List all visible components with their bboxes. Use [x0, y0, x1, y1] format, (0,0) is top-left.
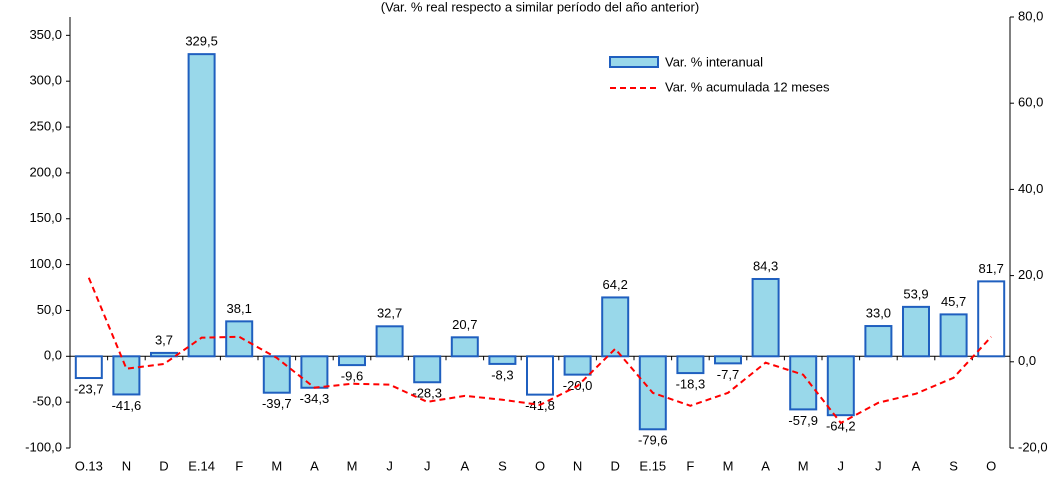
x-tick-label: M: [347, 458, 358, 473]
value-label: -7,7: [717, 367, 739, 382]
value-label: 53,9: [903, 286, 928, 301]
x-tick-label: J: [875, 458, 882, 473]
x-tick-label: N: [573, 458, 582, 473]
y2-tick-label: 60,0: [1018, 95, 1043, 110]
legend-swatch: [609, 56, 659, 68]
value-label: -41,6: [112, 398, 142, 413]
bar: [225, 320, 254, 358]
x-tick-label: A: [761, 458, 770, 473]
value-label: -64,2: [826, 419, 856, 434]
y-tick-label: 50,0: [37, 302, 62, 317]
x-tick-label: A: [460, 458, 469, 473]
bar: [375, 325, 404, 358]
bar: [939, 313, 968, 358]
y2-tick-label: 20,0: [1018, 267, 1043, 282]
x-tick-label: E.14: [188, 458, 215, 473]
bar: [714, 355, 742, 365]
value-label: 33,0: [866, 305, 891, 320]
x-tick-label: N: [122, 458, 131, 473]
y-tick-label: 100,0: [29, 256, 62, 271]
bar: [262, 355, 291, 394]
value-label: -9,6: [341, 369, 363, 384]
legend-label: Var. % acumulada 12 meses: [665, 79, 830, 94]
value-label: 38,1: [227, 301, 252, 316]
value-label: 3,7: [155, 332, 173, 347]
bar: [563, 355, 592, 376]
y2-tick-label: 80,0: [1018, 8, 1043, 23]
bar: [601, 296, 630, 358]
x-tick-label: J: [424, 458, 431, 473]
y-tick-label: 300,0: [29, 73, 62, 88]
bar: [450, 336, 479, 358]
x-tick-label: D: [611, 458, 620, 473]
line-series: [87, 277, 992, 425]
bar: [300, 355, 329, 389]
value-label: -18,3: [676, 377, 706, 392]
chart-subtitle: (Var. % real respecto a similar período …: [381, 0, 699, 14]
x-tick-label: J: [838, 458, 845, 473]
x-tick-label: M: [271, 458, 282, 473]
x-tick-label: A: [912, 458, 921, 473]
y-tick-label: 250,0: [29, 118, 62, 133]
value-label: 45,7: [941, 294, 966, 309]
bar: [413, 355, 442, 384]
bar: [864, 325, 893, 358]
x-tick-label: F: [235, 458, 243, 473]
x-tick-label: F: [686, 458, 694, 473]
bar: [488, 355, 517, 365]
y2-tick-label: -20,0: [1018, 439, 1048, 454]
bar: [187, 53, 216, 358]
bar: [826, 355, 855, 417]
value-label: 20,7: [452, 317, 477, 332]
x-tick-label: M: [723, 458, 734, 473]
bar: [789, 355, 818, 411]
value-label: 64,2: [603, 277, 628, 292]
bar: [526, 355, 554, 396]
x-tick-label: J: [386, 458, 393, 473]
bar: [74, 355, 103, 380]
value-label: -23,7: [74, 381, 104, 396]
value-label: 32,7: [377, 306, 402, 321]
y2-tick-label: 40,0: [1018, 181, 1043, 196]
value-label: 81,7: [979, 261, 1004, 276]
x-tick-label: S: [498, 458, 507, 473]
y-tick-label: 0,0: [44, 348, 62, 363]
value-label: 84,3: [753, 258, 778, 273]
value-label: -79,6: [638, 433, 668, 448]
value-label: -8,3: [491, 367, 513, 382]
bar: [902, 305, 930, 358]
y-tick-label: -100,0: [25, 439, 62, 454]
value-label: -39,7: [262, 396, 292, 411]
y-tick-label: 150,0: [29, 210, 62, 225]
x-tick-label: S: [949, 458, 958, 473]
value-label: -34,3: [300, 391, 330, 406]
bar: [150, 351, 178, 358]
x-tick-label: D: [159, 458, 168, 473]
x-tick-label: O.13: [75, 458, 103, 473]
y-tick-label: 350,0: [29, 27, 62, 42]
bar: [676, 355, 705, 375]
value-label: -28,3: [412, 386, 442, 401]
bar: [977, 280, 1006, 358]
y-tick-label: -50,0: [32, 394, 62, 409]
bar: [751, 277, 780, 358]
x-tick-label: O: [535, 458, 545, 473]
y-tick-label: 200,0: [29, 164, 62, 179]
legend-label: Var. % interanual: [665, 54, 763, 69]
x-tick-label: O: [986, 458, 996, 473]
x-tick-label: A: [310, 458, 319, 473]
x-tick-label: M: [798, 458, 809, 473]
y2-tick-label: 0,0: [1018, 353, 1036, 368]
bar: [338, 355, 366, 367]
bar: [112, 355, 141, 396]
x-tick-label: E.15: [639, 458, 666, 473]
value-label: -57,9: [788, 413, 818, 428]
value-label: 329,5: [185, 34, 218, 49]
